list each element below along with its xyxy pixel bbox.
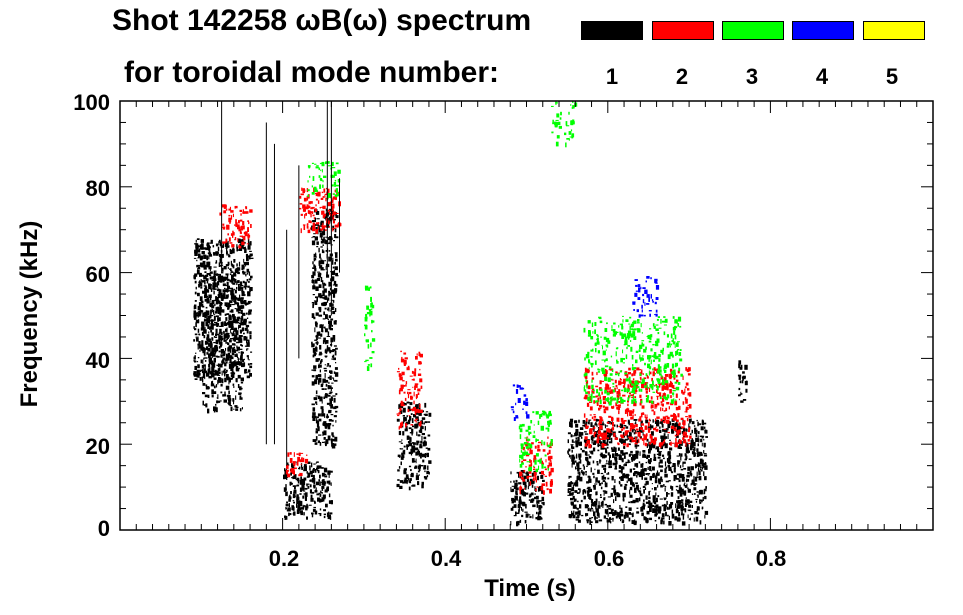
y-tick-label-0: 0 [97, 516, 110, 541]
spectrum-region-mode-3 [518, 410, 553, 473]
spectrum-region-mode-1 [396, 401, 432, 491]
spectrum-region-mode-4 [510, 384, 530, 421]
y-axis-label: Frequency (kHz) [16, 220, 43, 408]
legend-swatch-mode-2 [652, 21, 714, 40]
spectrum-region-mode-2 [396, 350, 423, 430]
x-tick-label-0.6: 0.6 [593, 546, 625, 571]
spectrum-region-mode-1 [283, 461, 333, 520]
spectrum-marks [193, 101, 748, 527]
spectrum-region-mode-1 [201, 273, 245, 414]
y-tick-label-40: 40 [85, 348, 110, 373]
spectrum-region-mode-3 [364, 285, 376, 371]
axis-ticks [119, 100, 934, 531]
x-axis-label: Time (s) [484, 575, 576, 602]
spectrum-region-mode-1 [193, 238, 254, 383]
spectrum-region-mode-1 [737, 360, 748, 403]
y-tick-label-80: 80 [85, 176, 110, 201]
x-tick-label-0.8: 0.8 [755, 546, 787, 571]
legend-label-mode-2: 2 [675, 64, 689, 89]
legend-label-mode-5: 5 [885, 64, 899, 89]
legend-swatch-mode-4 [792, 21, 854, 40]
legend-swatch-mode-5 [863, 21, 925, 40]
y-tick-label-100: 100 [73, 90, 110, 115]
spectrum-region-mode-3 [551, 101, 578, 148]
legend-label-mode-3: 3 [745, 64, 759, 89]
spectrum-region-mode-3 [307, 161, 341, 200]
legend-label-mode-4: 4 [815, 64, 829, 89]
legend-label-mode-1: 1 [605, 64, 619, 89]
chart-title-line2: for toroidal mode number: [124, 56, 499, 89]
plot-frame [119, 100, 934, 531]
legend-swatch-mode-1 [581, 21, 643, 40]
spectrum-region-mode-1 [510, 470, 545, 527]
spectrum-region-mode-1 [567, 418, 709, 526]
spectrum-region-mode-2 [583, 367, 692, 449]
spectrum-region-mode-2 [285, 452, 309, 478]
y-tick-label-60: 60 [85, 262, 110, 287]
legend-swatch-mode-3 [722, 21, 784, 40]
x-tick-label-0.4: 0.4 [430, 546, 462, 571]
spectrum-region-mode-4 [632, 276, 660, 318]
spectrum-region-mode-3 [583, 315, 683, 406]
chart-title-line1: Shot 142258 ωB(ω) spectrum [112, 4, 532, 37]
x-tick-label-0.2: 0.2 [268, 546, 300, 571]
spectrum-region-mode-1 [311, 208, 339, 449]
y-tick-label-20: 20 [85, 434, 110, 459]
spectrum-region-mode-2 [219, 204, 253, 249]
